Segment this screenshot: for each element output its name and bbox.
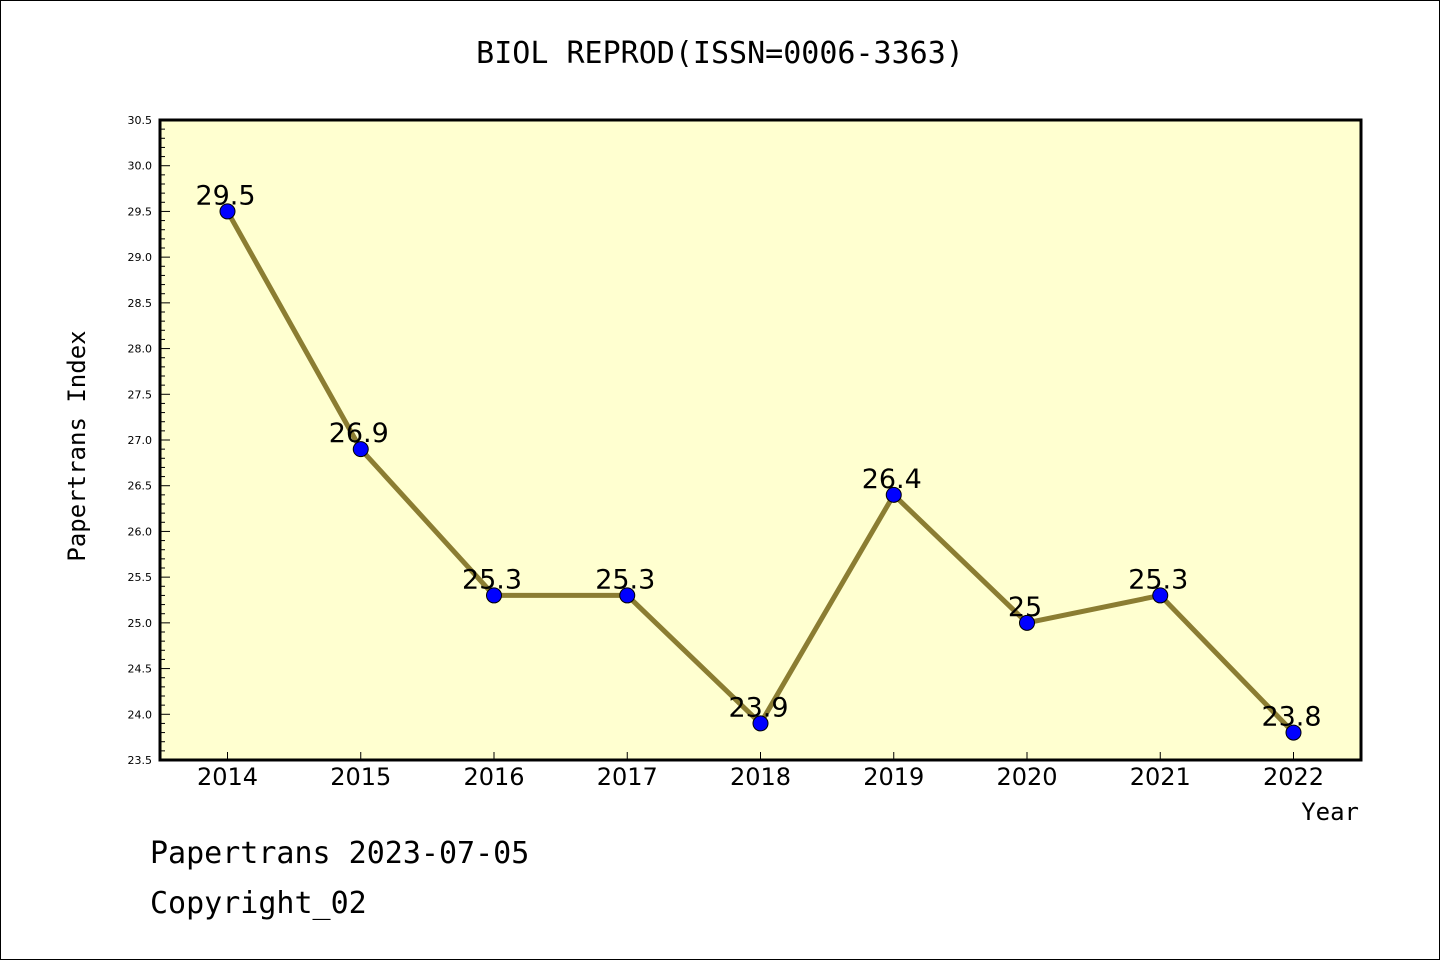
data-point — [1152, 587, 1169, 604]
data-point — [352, 441, 369, 458]
x-tick-label: 2015 — [330, 763, 391, 791]
data-label: 23.8 — [1261, 702, 1321, 733]
footer-copyright: Copyright_02 — [150, 886, 367, 921]
x-tick-label: 2022 — [1263, 763, 1324, 791]
data-label: 25.3 — [1128, 564, 1188, 595]
y-tick-label: 28.5 — [128, 297, 153, 310]
y-tick-label: 29.0 — [128, 251, 153, 264]
data-label: 25.3 — [595, 564, 655, 595]
x-tick-label: 2017 — [597, 763, 658, 791]
y-tick-label: 27.5 — [128, 388, 153, 401]
data-labels: 29.5 26.9 25.3 25.3 23.9 26.4 25 25.3 23.8 — [195, 180, 1321, 732]
data-label: 23.9 — [728, 692, 788, 723]
x-axis-label: Year — [1301, 798, 1359, 826]
y-tick-label: 30.0 — [128, 160, 153, 173]
data-point — [486, 587, 502, 604]
data-point — [1019, 614, 1035, 631]
x-tick-label: 2020 — [996, 763, 1057, 791]
x-tick-label: 2016 — [463, 763, 524, 791]
data-point — [752, 715, 769, 732]
x-tick-label: 2019 — [863, 763, 924, 791]
plot-area — [158, 118, 1363, 762]
x-tick-label: 2021 — [1130, 763, 1191, 791]
data-label: 29.5 — [195, 180, 255, 211]
data-points — [219, 203, 1302, 741]
data-point — [885, 486, 902, 503]
data-point — [619, 587, 636, 604]
x-tick-label: 2018 — [730, 763, 791, 791]
x-tick-label: 2014 — [197, 763, 258, 791]
data-point — [1285, 724, 1302, 741]
y-tick-label: 27.0 — [128, 434, 153, 447]
y-tick-label: 23.5 — [128, 754, 153, 767]
y-axis-label: Papertrans Index — [63, 330, 91, 561]
footer-date: Papertrans 2023-07-05 — [150, 836, 530, 871]
data-label: 26.4 — [862, 464, 922, 495]
y-tick-label: 26.0 — [128, 525, 153, 538]
y-tick-label: 24.0 — [128, 708, 153, 721]
data-label: 25 — [1008, 592, 1042, 623]
y-tick-label: 25.0 — [128, 617, 153, 630]
data-label: 26.9 — [329, 418, 389, 449]
y-tick-label: 24.5 — [128, 663, 153, 676]
y-tick-label: 30.5 — [128, 114, 153, 127]
chart-title: BIOL REPROD(ISSN=0006-3363) — [476, 36, 964, 71]
y-tick-label: 25.5 — [128, 571, 153, 584]
x-axis-tick-labels: 2014 2015 2016 2017 2018 2019 2020 2021 2022 — [197, 763, 1324, 791]
y-tick-label: 26.5 — [128, 480, 153, 493]
y-tick-label: 29.5 — [128, 205, 153, 218]
y-axis-tick-labels: 23.5 24.0 24.5 25.0 25.5 26.0 26.5 27.0 27.5 28.0… — [128, 114, 153, 767]
y-axis-ticks — [160, 119, 1294, 761]
data-point — [219, 203, 236, 220]
data-label: 25.3 — [462, 564, 522, 595]
y-tick-label: 28.0 — [128, 343, 153, 356]
